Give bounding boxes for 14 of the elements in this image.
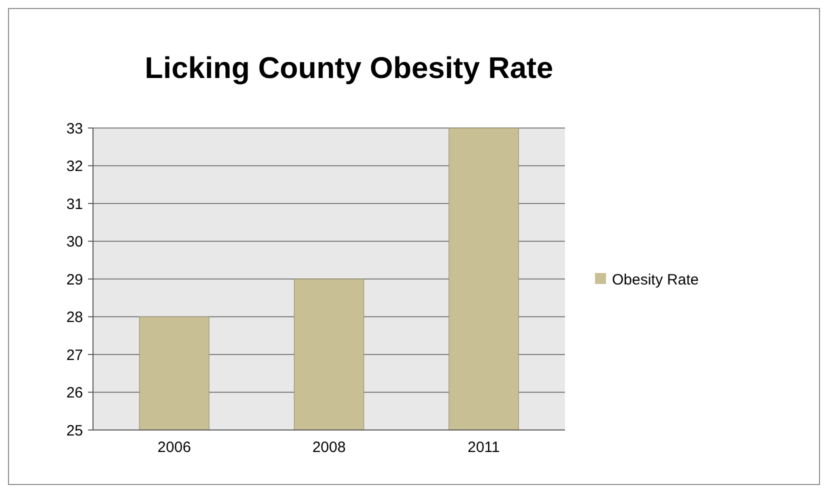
y-tick-label: 32 (66, 158, 83, 175)
chart-title: Licking County Obesity Rate (144, 52, 554, 85)
y-tick-label: 26 (66, 384, 83, 402)
y-tick-label: 27 (66, 346, 83, 364)
x-tick-label: 2006 (158, 439, 191, 456)
y-tick-label: 31 (66, 196, 83, 213)
legend-label: Obesity Rate (612, 271, 699, 288)
y-tick-label: 30 (66, 234, 83, 250)
y-tick-label: 28 (66, 309, 83, 326)
y-tick-label: 29 (66, 271, 83, 288)
x-tick-label: 2008 (312, 439, 346, 456)
x-tick-label: 2011 (468, 439, 500, 456)
y-tick-label: 33 (66, 120, 83, 138)
y-tick-label: 25 (66, 422, 83, 440)
